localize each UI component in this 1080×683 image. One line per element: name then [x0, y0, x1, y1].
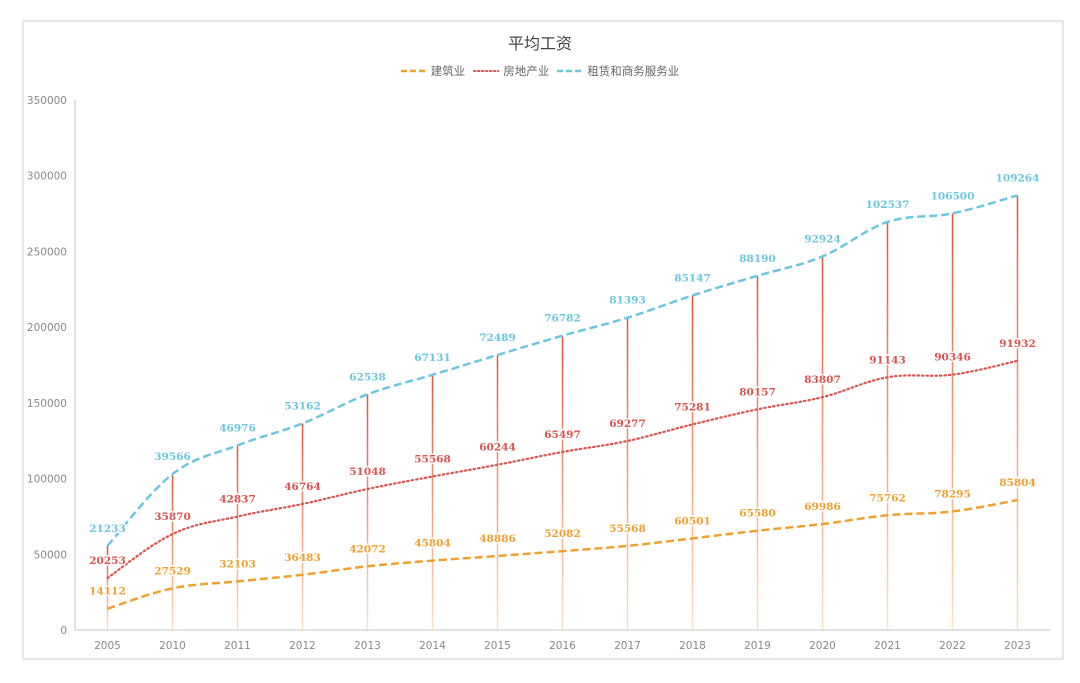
data-label: 46764: [284, 481, 321, 493]
y-tick-label: 300000: [27, 171, 67, 183]
data-label: 76782: [544, 313, 581, 325]
x-tick-label: 2019: [744, 640, 771, 652]
y-tick-label: 0: [60, 625, 67, 637]
legend-item-1[interactable]: 房地产业: [473, 63, 549, 79]
data-label: 52082: [544, 528, 581, 540]
x-tick-label: 2016: [549, 640, 576, 652]
data-label: 42837: [219, 494, 256, 506]
y-tick-label: 350000: [27, 95, 67, 107]
data-label: 46976: [219, 422, 256, 434]
data-label: 65580: [739, 508, 776, 520]
chart-frame: [22, 20, 1064, 660]
data-label: 48886: [479, 533, 516, 545]
data-label: 91932: [999, 338, 1036, 350]
data-label: 51048: [349, 466, 386, 478]
legend-swatch-1: [473, 70, 500, 72]
data-label: 69986: [804, 501, 841, 513]
data-label: 14112: [89, 586, 126, 598]
drop-line: [106, 545, 109, 630]
x-tick-label: 2023: [1004, 640, 1031, 652]
drop-line: [626, 317, 629, 630]
x-tick-label: 2022: [939, 640, 966, 652]
data-label: 75762: [869, 492, 906, 504]
legend-item-2[interactable]: 租赁和商务服务业: [557, 63, 679, 79]
data-label: 90346: [934, 352, 971, 364]
x-tick-label: 2014: [419, 640, 446, 652]
y-tick-label: 250000: [27, 246, 67, 258]
y-tick-label: 50000: [34, 549, 67, 561]
x-tick-label: 2021: [874, 640, 901, 652]
y-tick-label: 200000: [27, 322, 67, 334]
y-tick-label: 100000: [27, 474, 67, 486]
data-label: 69277: [609, 418, 646, 430]
data-label: 91143: [869, 354, 906, 366]
series-line-2: [106, 194, 1018, 547]
x-tick-label: 2012: [289, 640, 316, 652]
x-tick-label: 2018: [679, 640, 706, 652]
drop-line: [756, 275, 759, 630]
data-label: 32103: [219, 558, 256, 570]
data-label: 60501: [674, 515, 711, 527]
x-tick-label: 2010: [159, 640, 186, 652]
drop-line: [236, 445, 239, 630]
legend-swatch-2: [557, 69, 584, 73]
data-label: 60244: [479, 442, 516, 454]
data-label: 85804: [999, 477, 1036, 489]
data-label: 83807: [804, 374, 841, 386]
data-label: 81393: [609, 295, 646, 307]
data-label: 109264: [996, 172, 1040, 184]
chart-legend: 建筑业 房地产业 租赁和商务服务业: [0, 63, 1080, 79]
data-label: 85147: [674, 272, 711, 284]
drop-line: [431, 374, 434, 630]
legend-swatch-0: [400, 69, 427, 73]
legend-label-0: 建筑业: [430, 64, 466, 78]
legend-label-1: 房地产业: [503, 64, 550, 78]
drop-line: [1016, 195, 1019, 630]
data-label: 72489: [479, 332, 516, 344]
data-label: 106500: [931, 190, 975, 202]
data-label: 62538: [349, 371, 386, 383]
data-label: 88190: [739, 253, 776, 265]
data-label: 53162: [284, 400, 321, 412]
legend-item-0[interactable]: 建筑业: [400, 63, 466, 79]
x-tick-label: 2011: [224, 640, 251, 652]
drop-line: [821, 256, 824, 630]
y-tick-label: 150000: [27, 398, 67, 410]
x-tick-label: 2013: [354, 640, 381, 652]
series-line-0: [107, 498, 1018, 610]
legend-label-2: 租赁和商务服务业: [587, 64, 680, 78]
x-tick-label: 2017: [614, 640, 641, 652]
data-label: 55568: [414, 453, 451, 465]
data-label: 42072: [349, 543, 386, 555]
data-label: 92924: [804, 233, 841, 245]
data-label: 20253: [89, 555, 126, 567]
data-label: 65497: [544, 429, 581, 441]
drop-line: [691, 295, 694, 630]
data-label: 75281: [674, 401, 711, 413]
data-label: 45804: [414, 538, 451, 550]
data-label: 80157: [739, 386, 776, 398]
x-tick-label: 2015: [484, 640, 511, 652]
data-label: 39566: [154, 451, 191, 463]
data-label: 36483: [284, 552, 321, 564]
data-label: 27529: [154, 565, 191, 577]
data-label: 21233: [89, 523, 126, 535]
drop-line: [496, 354, 499, 630]
drop-line: [886, 221, 889, 630]
data-label: 67131: [414, 352, 451, 364]
data-label: 102537: [866, 199, 910, 211]
x-tick-label: 2020: [809, 640, 836, 652]
data-label: 35870: [154, 511, 191, 523]
chart-title: 平均工资: [507, 34, 572, 53]
series-line-1: [106, 359, 1019, 580]
data-label: 55568: [609, 523, 646, 535]
drop-line: [951, 213, 954, 630]
drop-line: [171, 474, 174, 630]
x-tick-label: 2005: [94, 640, 121, 652]
drop-line: [561, 335, 564, 630]
data-label: 78295: [934, 488, 971, 500]
drop-line: [301, 423, 304, 630]
drop-line: [366, 394, 369, 630]
